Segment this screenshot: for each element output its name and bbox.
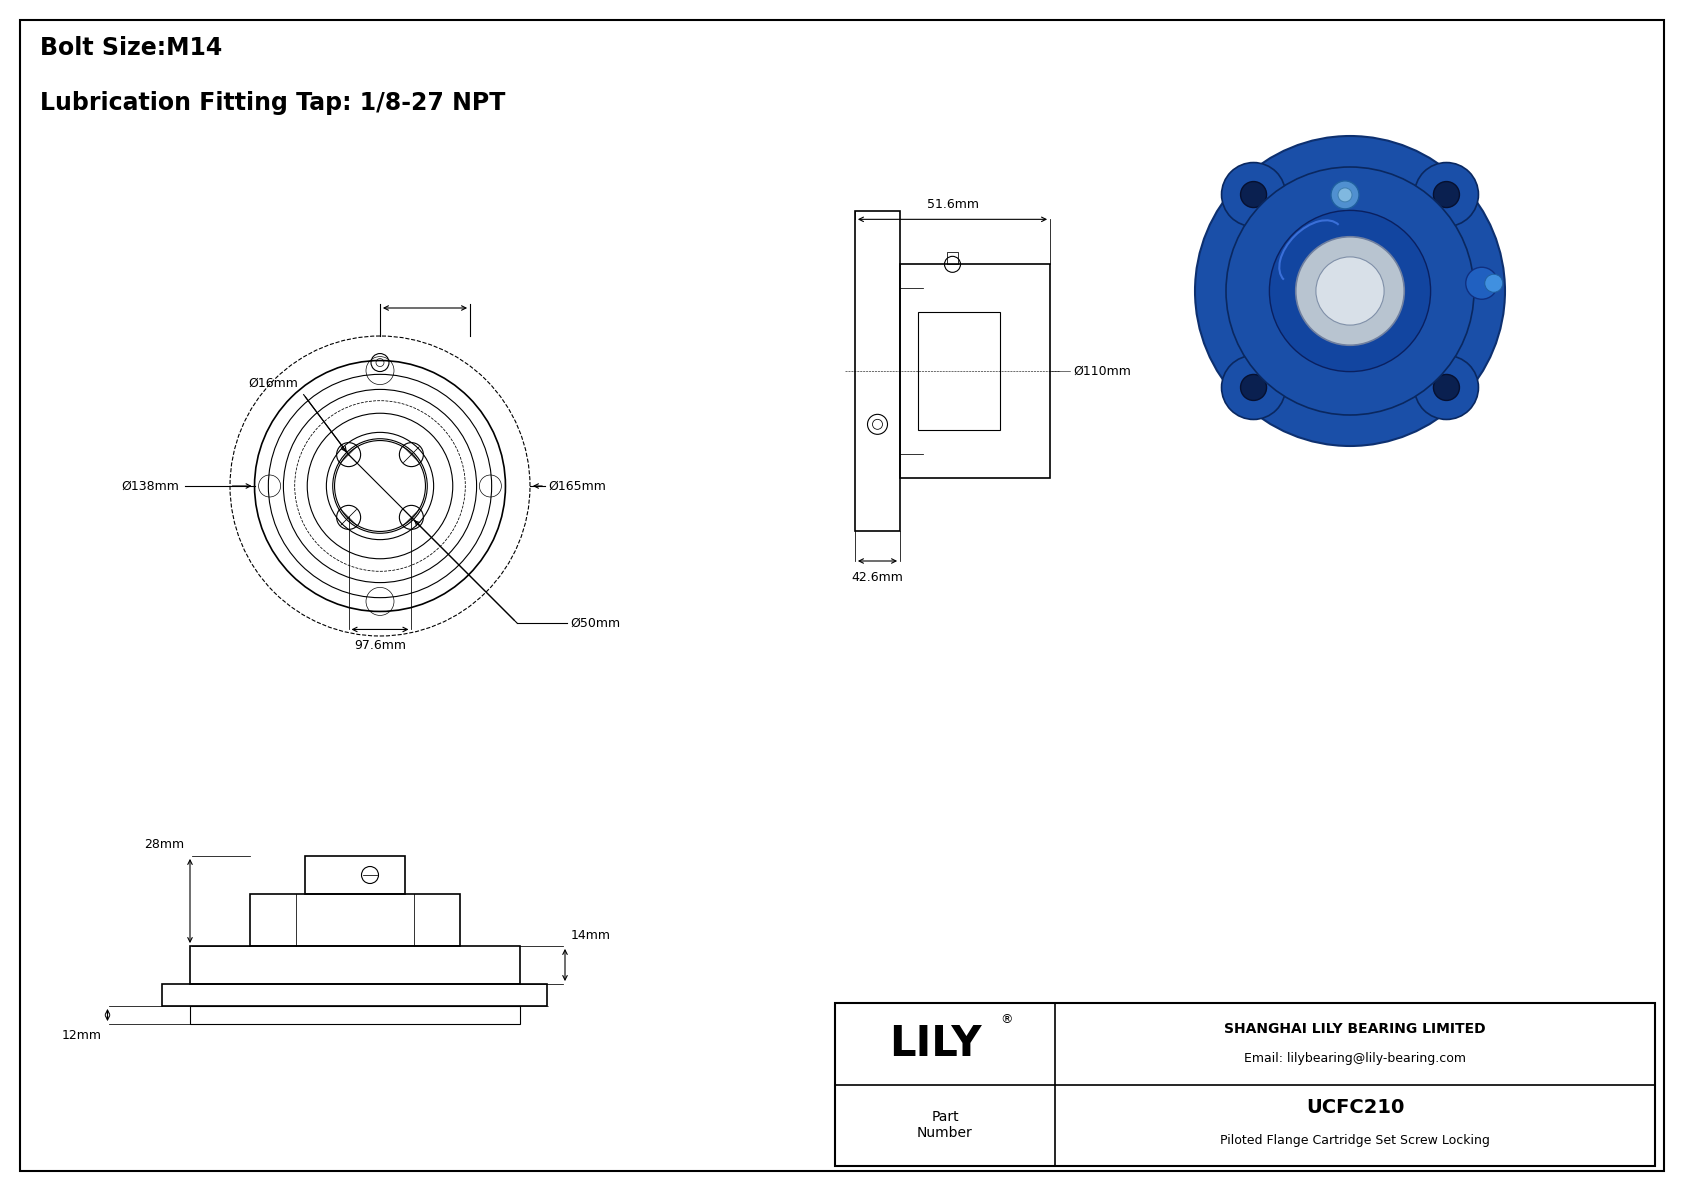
- Text: 97.6mm: 97.6mm: [354, 640, 406, 653]
- Circle shape: [1330, 181, 1359, 208]
- Bar: [249, 894, 460, 946]
- Text: 14mm: 14mm: [571, 929, 611, 942]
- Bar: [190, 946, 520, 984]
- Text: Piloted Flange Cartridge Set Screw Locking: Piloted Flange Cartridge Set Screw Locki…: [1221, 1134, 1490, 1147]
- Circle shape: [1485, 274, 1502, 292]
- Circle shape: [1315, 257, 1384, 325]
- Circle shape: [1415, 162, 1479, 226]
- Text: UCFC210: UCFC210: [1305, 1098, 1404, 1117]
- Circle shape: [1415, 355, 1479, 419]
- Text: 42.6mm: 42.6mm: [852, 570, 903, 584]
- Bar: [855, 211, 899, 531]
- Circle shape: [1433, 181, 1460, 207]
- Bar: [918, 312, 1000, 430]
- Text: Part
Number: Part Number: [918, 1110, 973, 1140]
- Circle shape: [1339, 188, 1352, 202]
- Bar: [305, 856, 404, 894]
- Circle shape: [1241, 374, 1266, 400]
- Circle shape: [1433, 374, 1460, 400]
- Circle shape: [1270, 211, 1431, 372]
- Text: Email: lilybearing@lily-bearing.com: Email: lilybearing@lily-bearing.com: [1244, 1053, 1467, 1065]
- Bar: [190, 1006, 520, 1024]
- Text: ®: ®: [1000, 1014, 1012, 1027]
- Text: Ø138mm: Ø138mm: [121, 480, 180, 493]
- Circle shape: [1241, 181, 1266, 207]
- Circle shape: [1295, 237, 1404, 345]
- Text: 28mm: 28mm: [143, 838, 184, 852]
- Text: LILY: LILY: [889, 1023, 982, 1065]
- Circle shape: [1196, 136, 1505, 445]
- Circle shape: [1221, 162, 1285, 226]
- Circle shape: [1221, 355, 1285, 419]
- Text: Bolt Size:M14: Bolt Size:M14: [40, 36, 222, 60]
- Text: Ø50mm: Ø50mm: [571, 617, 620, 630]
- Circle shape: [1226, 167, 1474, 414]
- Text: Lubrication Fitting Tap: 1/8-27 NPT: Lubrication Fitting Tap: 1/8-27 NPT: [40, 91, 505, 116]
- Bar: [835, 1003, 1655, 1166]
- Text: SHANGHAI LILY BEARING LIMITED: SHANGHAI LILY BEARING LIMITED: [1224, 1022, 1485, 1036]
- Text: Ø16mm: Ø16mm: [249, 376, 298, 389]
- Circle shape: [1465, 267, 1497, 299]
- Bar: [162, 984, 547, 1006]
- Text: 51.6mm: 51.6mm: [926, 199, 978, 211]
- Bar: [946, 252, 958, 264]
- Text: Ø110mm: Ø110mm: [1073, 364, 1132, 378]
- Text: Ø165mm: Ø165mm: [547, 480, 606, 493]
- Bar: [899, 264, 1051, 478]
- Text: 12mm: 12mm: [62, 1029, 101, 1042]
